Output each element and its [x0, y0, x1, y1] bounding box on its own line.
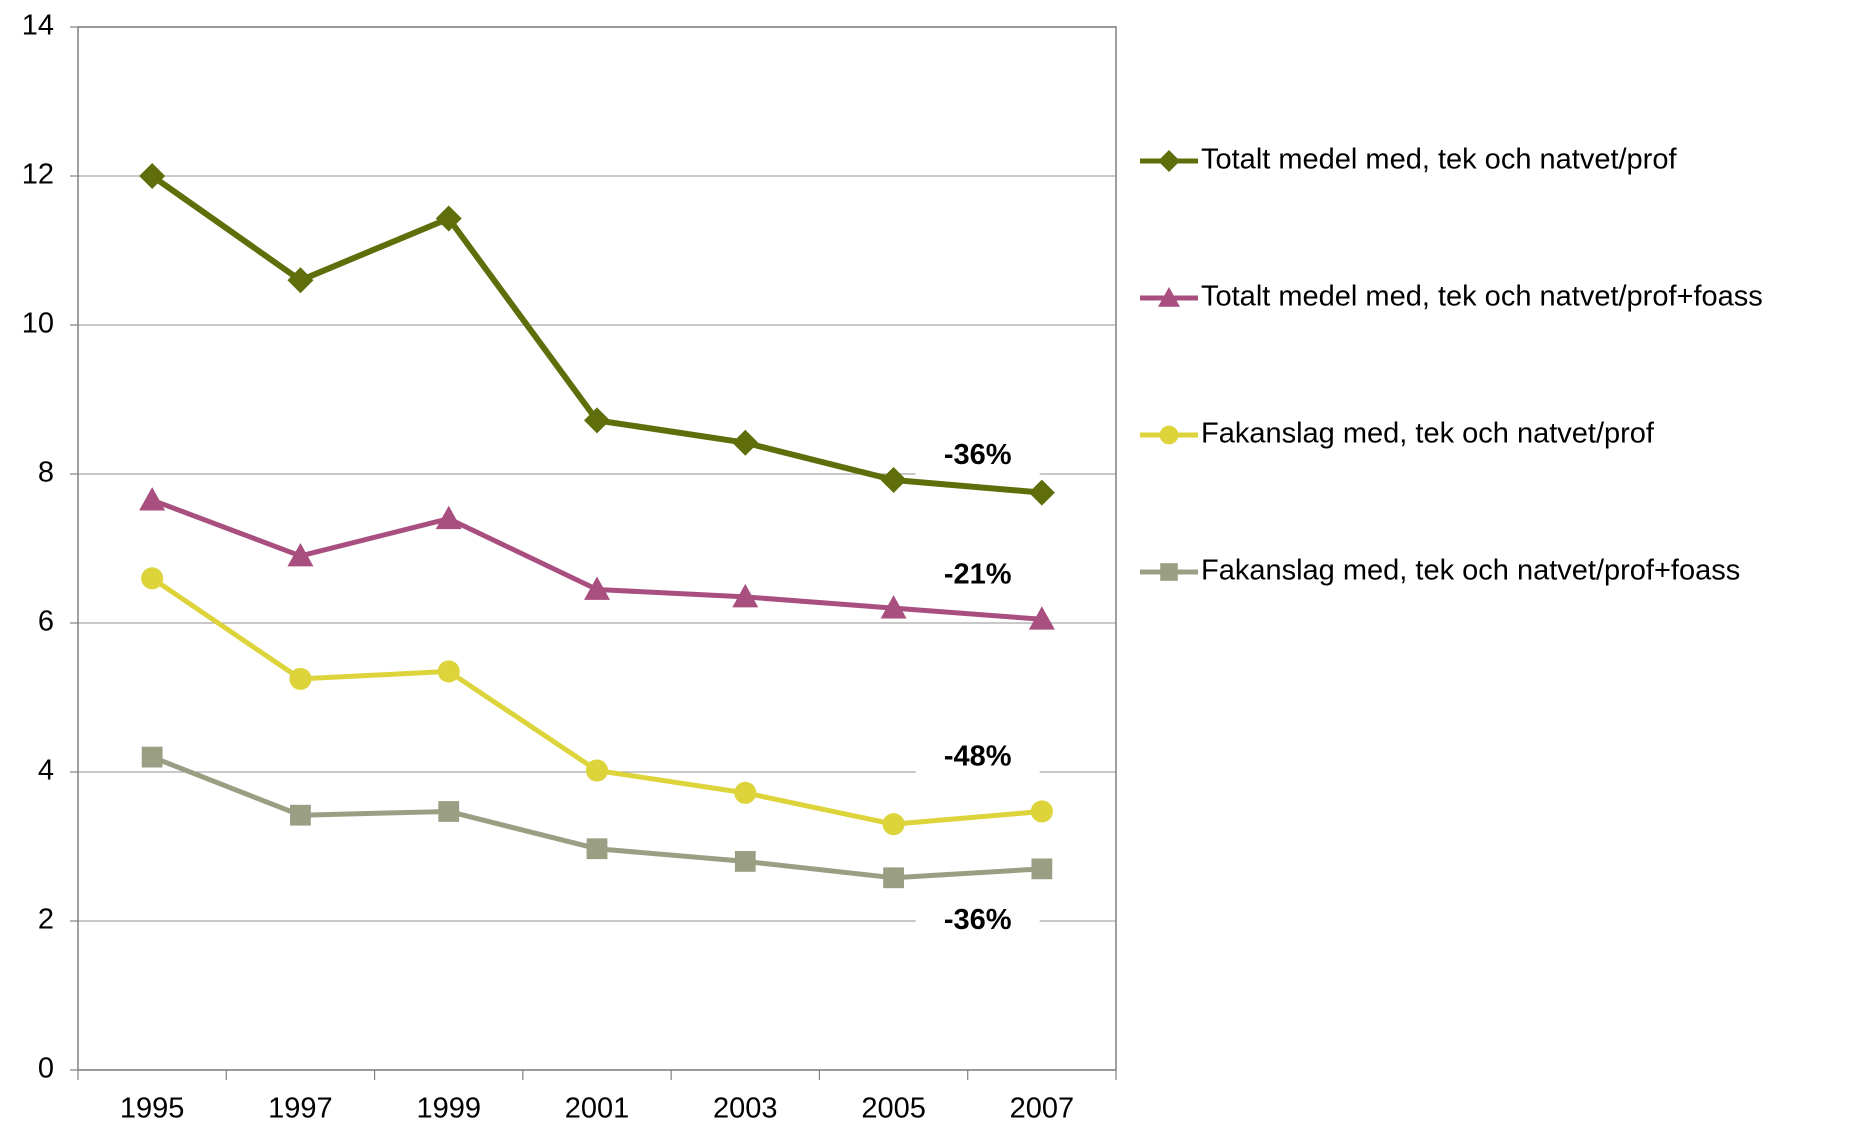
marker [734, 781, 757, 804]
marker [290, 804, 311, 826]
x-tick-label: 2001 [565, 1093, 630, 1125]
marker [1159, 425, 1179, 445]
y-tick-label: 0 [38, 1053, 54, 1085]
marker [1028, 479, 1055, 506]
marker [139, 163, 166, 189]
marker [732, 583, 759, 608]
marker [584, 576, 610, 600]
marker [289, 667, 312, 690]
annotation: -36% [944, 439, 1012, 471]
annotation: -21% [944, 558, 1012, 590]
marker [1158, 287, 1180, 307]
marker [435, 505, 462, 530]
marker [1160, 563, 1178, 581]
annotation-bg [915, 436, 1040, 477]
marker [883, 867, 904, 889]
marker [1030, 800, 1053, 823]
marker [139, 487, 166, 511]
x-tick-label: 1997 [268, 1093, 333, 1125]
series-line [150, 576, 1043, 827]
legend-label: Fakanslag med, tek och natvet/prof [1201, 418, 1655, 450]
y-tick-label: 2 [38, 904, 54, 936]
x-tick-label: 2007 [1010, 1093, 1075, 1125]
marker [880, 466, 907, 493]
legend-label: Fakanslag med, tek och natvet/prof+foass [1201, 555, 1740, 587]
marker [586, 838, 608, 860]
marker [1158, 150, 1180, 172]
marker [438, 801, 460, 822]
marker [882, 813, 905, 836]
marker [435, 205, 462, 232]
y-tick-label: 14 [22, 10, 54, 42]
x-tick-label: 1995 [120, 1093, 185, 1125]
plot-frame [77, 26, 1117, 1071]
marker [141, 746, 163, 768]
x-tick-label: 1999 [416, 1093, 481, 1125]
marker [141, 567, 164, 590]
marker [585, 759, 609, 782]
marker [287, 542, 314, 567]
marker [732, 429, 759, 456]
annotation-bg [915, 737, 1040, 778]
legend-label: Totalt medel med, tek och natvet/prof+fo… [1201, 281, 1763, 313]
y-tick-label: 6 [38, 606, 54, 638]
annotation: -48% [944, 740, 1012, 772]
series-line [151, 497, 1043, 622]
y-tick-label: 4 [38, 755, 54, 787]
legend-label: Totalt medel med, tek och natvet/prof [1201, 144, 1677, 176]
annotation: -36% [944, 904, 1012, 936]
y-tick-label: 8 [38, 457, 54, 489]
marker [437, 660, 460, 683]
marker [584, 407, 610, 434]
annotation-bg [915, 555, 1040, 596]
marker [734, 851, 756, 872]
x-tick-label: 2005 [861, 1093, 926, 1125]
marker [880, 595, 907, 619]
y-tick-label: 10 [22, 308, 54, 340]
marker [1028, 606, 1055, 630]
marker [1031, 858, 1053, 880]
marker [287, 267, 314, 294]
x-tick-label: 2003 [713, 1093, 778, 1125]
y-tick-label: 12 [22, 159, 54, 191]
annotation-bg [915, 901, 1040, 942]
series-line [150, 173, 1043, 496]
